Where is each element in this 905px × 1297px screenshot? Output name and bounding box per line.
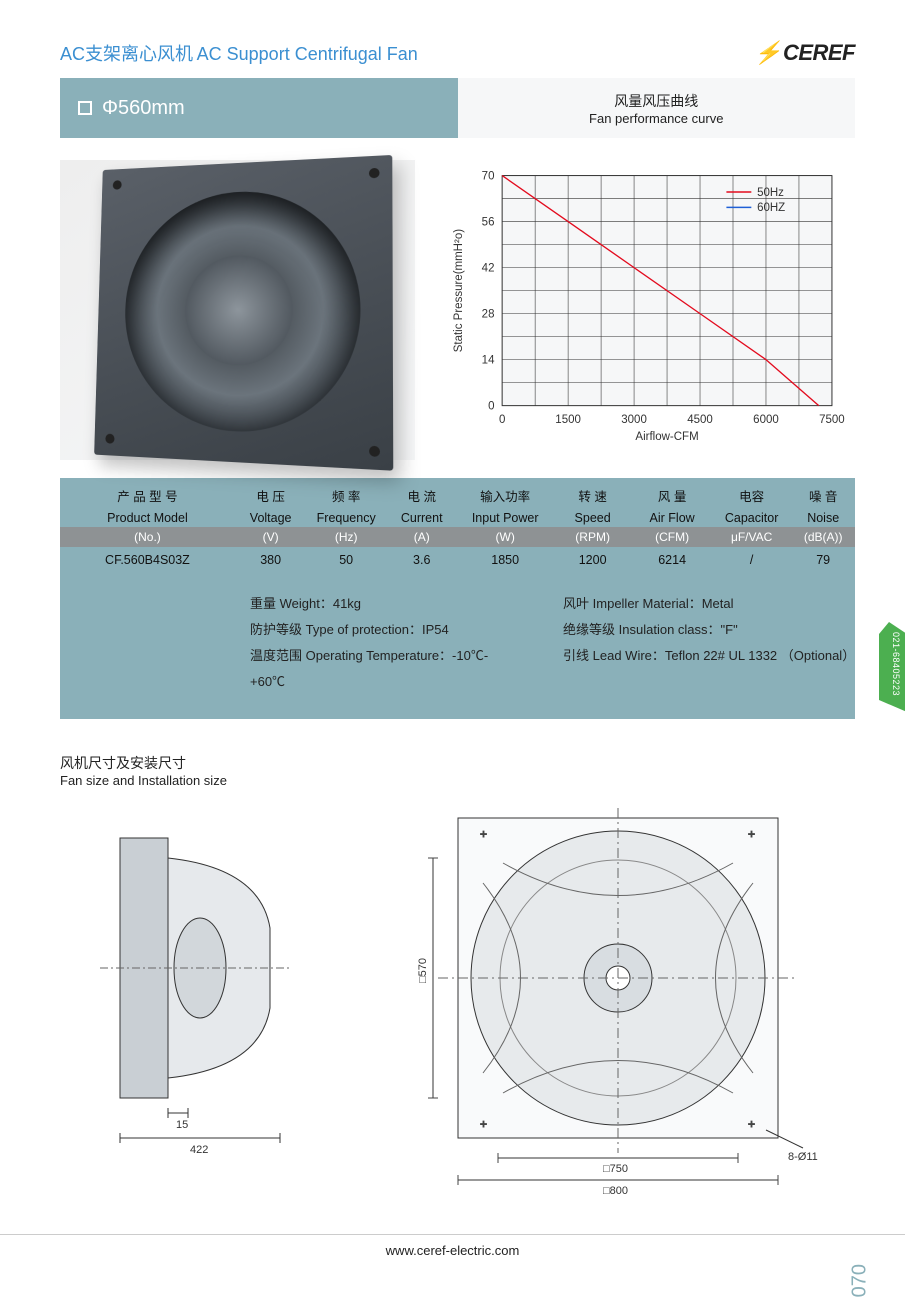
page-title: AC支架离心风机 AC Support Centrifugal Fan bbox=[60, 40, 418, 66]
bolt-icon: ⚡ bbox=[754, 40, 781, 66]
svg-text:0: 0 bbox=[488, 400, 494, 412]
spec-data-cell: 6214 bbox=[632, 547, 712, 573]
extra-spec-item: 引线 Lead Wire：Teflon 22# UL 1332 （Optiona… bbox=[563, 643, 855, 669]
spec-data-cell: 380 bbox=[235, 547, 307, 573]
diameter-value: Φ560mm bbox=[102, 97, 185, 120]
spec-header-cell: 电 压 bbox=[235, 478, 307, 508]
svg-text:56: 56 bbox=[482, 216, 495, 228]
dim-bolt: □750 bbox=[603, 1163, 628, 1175]
svg-text:+: + bbox=[748, 1117, 755, 1131]
curve-title-cn: 风量风压曲线 bbox=[614, 91, 698, 111]
extra-spec-item: 绝缘等级 Insulation class："F" bbox=[563, 617, 855, 643]
spec-header-cell: 输入功率 bbox=[457, 478, 552, 508]
spec-header-cell: (dB(A)) bbox=[791, 527, 855, 547]
spec-data-cell: 1200 bbox=[553, 547, 633, 573]
extras-right: 风叶 Impeller Material：Metal绝缘等级 Insulatio… bbox=[523, 591, 855, 695]
spec-header-cell: Noise bbox=[791, 508, 855, 527]
spec-header-cell: Air Flow bbox=[632, 508, 712, 527]
svg-text:70: 70 bbox=[482, 170, 495, 182]
svg-text:4500: 4500 bbox=[687, 414, 713, 426]
spec-header-cell: 产 品 型 号 bbox=[60, 478, 235, 508]
dim-offset: 15 bbox=[176, 1119, 188, 1131]
spec-header-cell: Speed bbox=[553, 508, 633, 527]
spec-header-cell: 转 速 bbox=[553, 478, 633, 508]
spec-table: 产 品 型 号电 压频 率电 流输入功率转 速风 量电容噪 音 Product … bbox=[60, 478, 855, 573]
curve-title-en: Fan performance curve bbox=[589, 111, 723, 126]
square-icon bbox=[78, 101, 92, 115]
spec-header-cell: (A) bbox=[386, 527, 458, 547]
brand-logo: ⚡CEREF bbox=[754, 40, 855, 66]
svg-text:+: + bbox=[748, 827, 755, 841]
svg-text:50Hz: 50Hz bbox=[757, 187, 784, 199]
title-cn: AC支架离心风机 bbox=[60, 44, 193, 64]
spec-header-cell: Current bbox=[386, 508, 458, 527]
spec-header-cell: (CFM) bbox=[632, 527, 712, 547]
spec-header-cell: 频 率 bbox=[306, 478, 386, 508]
dim-hole: 8-Ø11 bbox=[788, 1151, 818, 1163]
footer-url: www.ceref-electric.com bbox=[386, 1243, 520, 1258]
svg-text:42: 42 bbox=[482, 262, 495, 274]
svg-text:28: 28 bbox=[482, 308, 495, 320]
svg-text:3000: 3000 bbox=[621, 414, 647, 426]
spec-header-cell: μF/VAC bbox=[712, 527, 792, 547]
dim-depth: 422 bbox=[190, 1144, 208, 1156]
spec-header-cell: 风 量 bbox=[632, 478, 712, 508]
svg-text:Static Pressure(mmH²o): Static Pressure(mmH²o) bbox=[453, 229, 465, 352]
svg-text:60HZ: 60HZ bbox=[757, 202, 785, 214]
spec-header-cell: Input Power bbox=[457, 508, 552, 527]
logo-text: CEREF bbox=[783, 40, 855, 66]
side-view-drawing: 15 422 bbox=[60, 808, 380, 1168]
spec-block: 产 品 型 号电 压频 率电 流输入功率转 速风 量电容噪 音 Product … bbox=[60, 478, 855, 719]
svg-text:7500: 7500 bbox=[819, 414, 845, 426]
extra-spec-item: 风叶 Impeller Material：Metal bbox=[563, 591, 855, 617]
spec-header-cell: (Hz) bbox=[306, 527, 386, 547]
svg-text:1500: 1500 bbox=[555, 414, 581, 426]
spec-data-cell: / bbox=[712, 547, 792, 573]
front-view-drawing: + + + + □570 □750 □800 8-Ø11 bbox=[408, 808, 828, 1198]
svg-text:+: + bbox=[480, 1117, 487, 1131]
svg-text:6000: 6000 bbox=[753, 414, 779, 426]
spec-header-cell: 电容 bbox=[712, 478, 792, 508]
page-footer: www.ceref-electric.com bbox=[0, 1234, 905, 1258]
spec-header-cell: (RPM) bbox=[553, 527, 633, 547]
performance-chart: 0 14 28 42 56 70 0 1500 3000 4500 6000 7500 Airflow-… bbox=[435, 160, 855, 460]
spec-header-cell: (No.) bbox=[60, 527, 235, 547]
side-phone: 021-68405223 bbox=[891, 632, 901, 696]
svg-text:Airflow-CFM: Airflow-CFM bbox=[635, 431, 698, 443]
spec-data-cell: 1850 bbox=[457, 547, 552, 573]
spec-header-cell: Capacitor bbox=[712, 508, 792, 527]
technical-drawings: 15 422 + + + + bbox=[60, 808, 855, 1198]
install-title-en: Fan size and Installation size bbox=[60, 773, 855, 788]
spec-header-cell: Voltage bbox=[235, 508, 307, 527]
page-number: 070 bbox=[848, 1264, 871, 1297]
curve-title-box: 风量风压曲线 Fan performance curve bbox=[458, 78, 856, 138]
spec-data-cell: 3.6 bbox=[386, 547, 458, 573]
spec-header-cell: Product Model bbox=[60, 508, 235, 527]
dim-plate: □800 bbox=[603, 1185, 628, 1197]
spec-header-cell: 噪 音 bbox=[791, 478, 855, 508]
svg-text:14: 14 bbox=[482, 354, 495, 366]
diameter-banner: Φ560mm bbox=[60, 78, 458, 138]
svg-text:0: 0 bbox=[499, 414, 505, 426]
svg-text:+: + bbox=[480, 827, 487, 841]
spec-header-cell: (W) bbox=[457, 527, 552, 547]
extra-spec-item: 防护等级 Type of protection：IP54 bbox=[250, 617, 523, 643]
dim-circle: □570 bbox=[417, 958, 429, 983]
extras-left: 重量 Weight：41kg防护等级 Type of protection：IP… bbox=[60, 591, 523, 695]
title-en: AC Support Centrifugal Fan bbox=[197, 44, 418, 64]
spec-header-cell: (V) bbox=[235, 527, 307, 547]
spec-header-cell: Frequency bbox=[306, 508, 386, 527]
spec-header-cell: 电 流 bbox=[386, 478, 458, 508]
install-title-cn: 风机尺寸及安装尺寸 bbox=[60, 753, 855, 773]
spec-data-cell: CF.560B4S03Z bbox=[60, 547, 235, 573]
product-image bbox=[60, 160, 415, 460]
spec-data-cell: 50 bbox=[306, 547, 386, 573]
header-band: Φ560mm 风量风压曲线 Fan performance curve bbox=[60, 78, 855, 138]
spec-data-cell: 79 bbox=[791, 547, 855, 573]
extra-spec-item: 温度范围 Operating Temperature：-10℃-+60℃ bbox=[250, 643, 523, 695]
extra-spec-item: 重量 Weight：41kg bbox=[250, 591, 523, 617]
